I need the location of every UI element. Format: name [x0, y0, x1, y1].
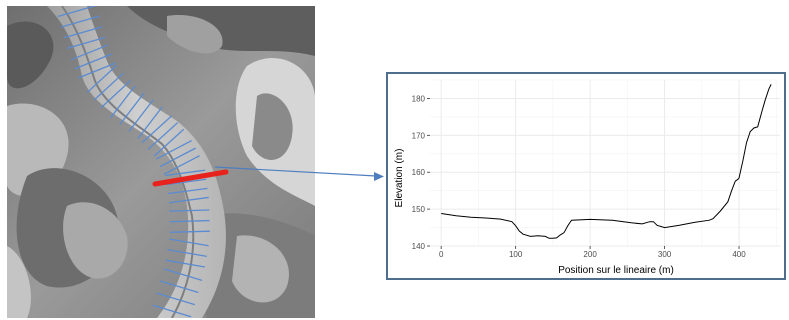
transect-line	[70, 44, 109, 61]
transect-line	[163, 268, 203, 282]
transect-line	[63, 26, 103, 39]
transect-line	[93, 72, 124, 101]
chart-ticks: 0 100 200 300 400 140 150 160 170 180	[412, 94, 747, 259]
hillshade-map-image	[7, 6, 315, 318]
transect-lines	[57, 6, 210, 318]
y-tick-label: 180	[412, 94, 426, 103]
transect-line	[168, 196, 209, 204]
transect-line	[155, 139, 193, 160]
transect-line	[147, 122, 179, 150]
x-tick-label: 300	[658, 250, 672, 259]
transect-line	[78, 62, 116, 79]
transect-line	[166, 178, 207, 186]
transect-line	[86, 65, 117, 94]
transect-line	[60, 15, 100, 28]
y-axis-title: Elevation (m)	[394, 149, 405, 208]
series-line-elevation	[441, 84, 772, 239]
transect-line	[165, 169, 206, 177]
transect-line	[159, 280, 199, 294]
transect-line	[110, 85, 136, 118]
chart-grid	[430, 79, 780, 247]
transect-line	[167, 248, 207, 257]
transect-line	[169, 219, 210, 223]
transect-line	[169, 209, 210, 212]
transect-line	[156, 292, 195, 306]
transect-line	[74, 53, 112, 70]
transect-line	[169, 238, 209, 247]
transect-line	[163, 155, 200, 175]
y-tick-label: 140	[412, 242, 426, 251]
y-tick-label: 170	[412, 131, 426, 140]
transect-line	[66, 36, 106, 49]
transect-line	[128, 99, 154, 132]
x-tick-label: 0	[439, 250, 444, 259]
transect-line	[119, 92, 145, 125]
y-tick-label: 150	[412, 205, 426, 214]
hillshade-map	[7, 6, 315, 318]
transect-line	[152, 304, 192, 318]
transect-line	[153, 128, 185, 157]
transect-line	[57, 6, 97, 18]
transect-line	[167, 187, 208, 195]
x-tick-label: 200	[583, 250, 597, 259]
y-tick-label: 160	[412, 168, 426, 177]
elevation-profile-chart: 0 100 200 300 400 140 150 160 170 180 Position su…	[386, 72, 786, 280]
transect-line	[100, 80, 131, 109]
transect-line	[137, 106, 163, 139]
relief-shading	[7, 6, 315, 318]
transect-line	[169, 230, 210, 233]
chart-svg: 0 100 200 300 400 140 150 160 170 180 Position su…	[394, 79, 780, 276]
x-tick-label: 400	[732, 250, 746, 259]
transect-line	[159, 147, 196, 168]
x-axis-title: Position sur le lineaire (m)	[558, 265, 674, 276]
river-valley	[47, 6, 226, 318]
transect-line	[165, 259, 206, 268]
highlighted-transect	[152, 169, 229, 187]
transect-line	[141, 115, 173, 144]
x-tick-label: 100	[509, 250, 523, 259]
